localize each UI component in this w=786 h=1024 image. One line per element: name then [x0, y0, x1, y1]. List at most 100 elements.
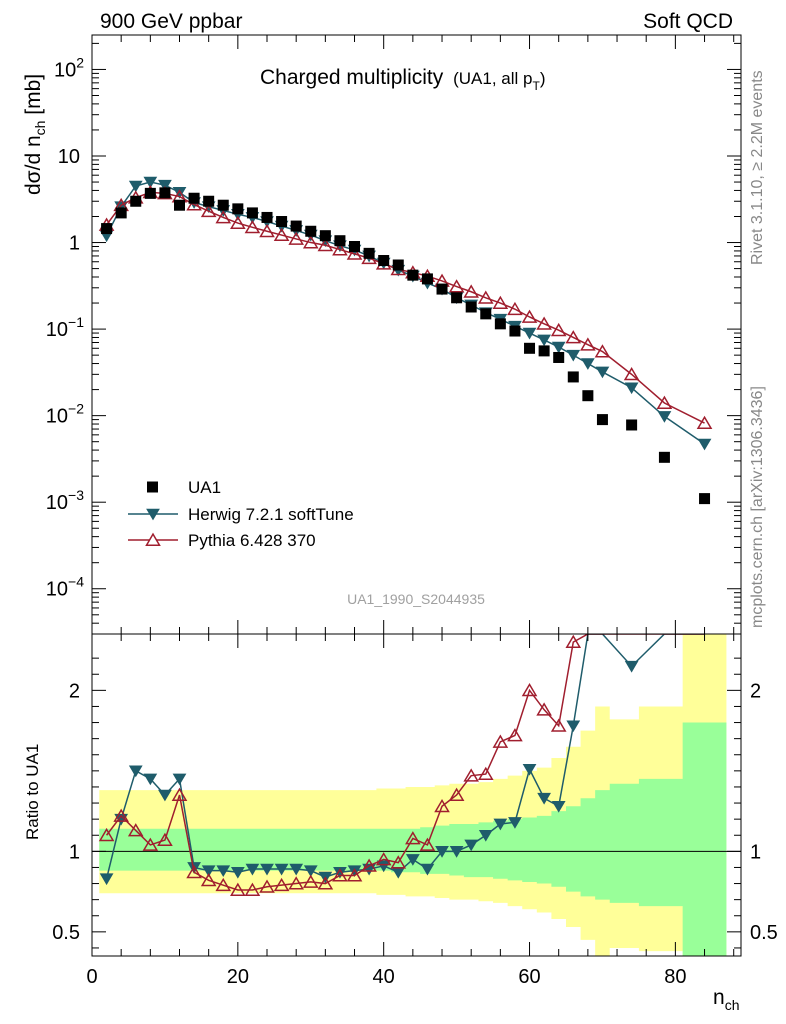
herwig-ratio-point — [274, 863, 289, 876]
pythia-ratio-point — [302, 874, 319, 888]
herwig-ratio-point — [260, 863, 274, 876]
herwig-point — [697, 438, 712, 451]
herwig-point — [537, 334, 551, 347]
pythia-ratio-point — [157, 832, 173, 847]
legend-ua1-marker — [147, 481, 158, 493]
ua1-data-point — [596, 414, 608, 426]
y-tick-label-exp: −3 — [68, 487, 84, 503]
pythia-ratio-point — [492, 734, 509, 748]
pythia-ratio-point — [113, 808, 129, 822]
pythia-ratio-point — [186, 864, 202, 879]
ua1-data-point — [538, 345, 550, 357]
y-tick-label-base: 10 — [46, 406, 68, 428]
x-axis-label-sub: ch — [725, 997, 740, 1013]
pythia-ratio-point — [550, 718, 567, 732]
pythia-point — [186, 197, 202, 211]
y-tick-label: 10−3 — [46, 487, 84, 514]
y-tick-label-exp: −2 — [68, 401, 84, 417]
herwig-ratio-point — [508, 817, 522, 829]
herwig-ratio-point — [201, 865, 216, 878]
herwig-point — [128, 180, 143, 193]
y-tick-label: 102 — [54, 54, 84, 81]
ratio-tick-label-left: 0.5 — [52, 922, 80, 944]
herwig-point — [158, 179, 172, 192]
herwig-ratio-point — [289, 863, 304, 876]
pythia-ratio-point — [448, 787, 465, 801]
ua1-data-point — [130, 195, 142, 207]
pythia-ratio-point — [259, 879, 275, 893]
x-tick-label: 20 — [227, 966, 249, 988]
herwig-ratio-point — [158, 789, 172, 802]
herwig-ratio-point — [566, 720, 581, 733]
y-tick-label-exp: 2 — [76, 54, 84, 70]
pythia-point — [288, 231, 304, 245]
pythia-ratio-point — [507, 728, 523, 742]
ua1-data-point — [188, 192, 200, 204]
series-line-pythia — [105, 191, 705, 424]
pythia-point — [332, 242, 348, 256]
legend-label: UA1 — [188, 478, 221, 497]
rivet-version-text: Rivet 3.1.10, ≥ 2.2M events — [749, 70, 766, 265]
chart-title: Charged multiplicity (UA1, all pT) — [260, 66, 545, 93]
herwig-ratio-point — [537, 792, 551, 805]
pythia-point — [244, 219, 261, 234]
pythia-point — [536, 316, 552, 330]
ua1-data-point — [203, 195, 215, 207]
pythia-ratio-point — [521, 683, 538, 697]
ua1-data-point — [319, 230, 331, 242]
pythia-ratio-point — [288, 876, 304, 890]
ua1-data-point — [699, 493, 711, 505]
x-tick-label: 60 — [518, 966, 540, 988]
herwig-ratio-point — [172, 773, 187, 786]
ratio-tick-label-left: 2 — [69, 680, 80, 702]
pythia-point — [317, 237, 334, 252]
y-tick-label: 10 — [58, 146, 80, 168]
ua1-data-point — [159, 187, 171, 199]
ua1-data-point — [553, 351, 565, 363]
y-tick-label-base: 1 — [69, 233, 80, 255]
y-tick-label-base: 10 — [46, 319, 68, 341]
herwig-ratio-point — [551, 800, 566, 813]
pythia-point — [200, 203, 217, 218]
pythia-point — [521, 309, 538, 323]
x-axis-label-main: n — [713, 986, 725, 1009]
ua1-data-point — [378, 255, 390, 267]
y-tick-label-exp: −1 — [68, 314, 84, 330]
x-tick-label: 80 — [664, 966, 686, 988]
ua1-data-point — [232, 203, 244, 215]
ua1-data-point — [567, 371, 579, 383]
ua1-data-point — [334, 235, 346, 247]
pythia-point — [656, 395, 673, 409]
herwig-point — [595, 366, 610, 379]
ua1-data-point — [494, 318, 506, 330]
pythia-ratio-point — [477, 766, 494, 781]
pythia-ratio-point — [361, 858, 377, 872]
ua1-data-point — [246, 207, 258, 219]
pythia-point — [302, 235, 319, 249]
ua1-data-point — [115, 207, 127, 219]
y-tick-label: 10−1 — [46, 314, 84, 341]
ua1-data-point — [480, 308, 492, 320]
header-right: Soft QCD — [643, 10, 733, 33]
pythia-point — [259, 223, 275, 238]
series-line-herwig — [105, 181, 705, 445]
ua1-data-point — [451, 292, 463, 304]
pythia-point — [215, 210, 232, 224]
chart-title-main: Charged multiplicity — [260, 66, 444, 89]
ua1-data-point — [465, 301, 477, 313]
x-axis-label: nch — [713, 986, 739, 1013]
source-text: mcplots.cern.ch [arXiv:1306.3436] — [749, 386, 766, 628]
y-axis-label: dσ/d nch [mb] — [22, 74, 48, 195]
pythia-point — [623, 367, 640, 381]
legend-herwig-marker — [146, 508, 160, 521]
pythia-point — [565, 330, 582, 344]
y-axis-label-sub: ch — [32, 121, 48, 136]
x-tick-label: 40 — [373, 966, 395, 988]
herwig-ratio-point — [333, 866, 347, 879]
pythia-point — [696, 415, 713, 430]
y-tick-label: 10−2 — [46, 401, 84, 428]
herwig-point — [522, 327, 537, 340]
ua1-data-point — [290, 220, 302, 232]
